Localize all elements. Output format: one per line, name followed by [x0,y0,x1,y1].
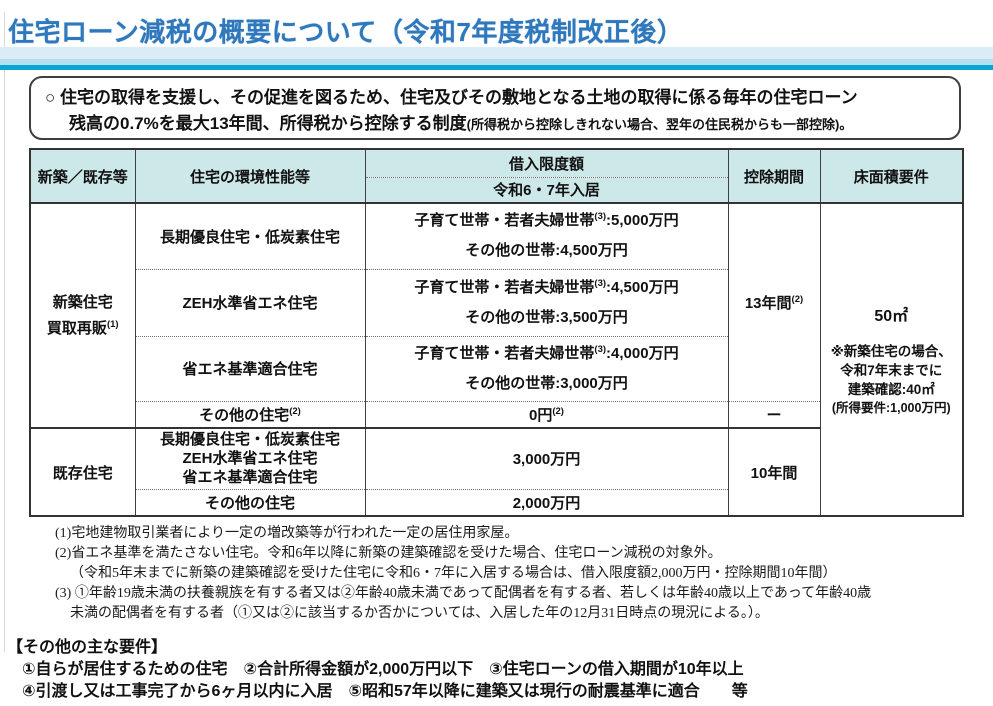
cell-type-other-new: その他の住宅(2) [134,400,366,428]
cell-type-other-existing: その他の住宅 [134,488,366,516]
title-underline-light [0,47,993,59]
header-new-existing: 新築／既存等 [29,149,136,203]
existing-type-2: ZEH水準省エネ住宅 [182,450,318,468]
loan-deduction-table: 新築／既存等 住宅の環境性能等 借入限度額 控除期間 床面積要件 令和6・7年入… [29,148,964,517]
cell-loan-zeh: 子育て世帯・若者夫婦世帯(3):4,500万円 その他の世帯:3,500万円 [364,268,729,336]
cell-loan-energy-std: 子育て世帯・若者夫婦世帯(3):4,000万円 その他の世帯:3,000万円 [364,335,729,401]
other-requirements-line2: ④引渡し又は工事完了から6ヶ月以内に入居 ⑤昭和57年以降に建築又は現行の耐震基… [22,683,748,700]
footnotes: (1)宅地建物取引業者により一定の増改築等が行われた一定の居住用家屋。 (2)省… [55,524,871,624]
footnote-3: (3) ①年齢19歳未満の扶養親族を有する者又は②年齢40歳未満であって配偶者を… [55,586,872,601]
existing-type-3: 省エネ基準適合住宅 [182,469,318,487]
floor-area-note-3: 建築確認:40㎡ [847,382,935,397]
cell-group-new-label: 新築住宅 買取再販(1) [29,202,136,428]
cell-loan-other-existing: 2,000万円 [364,488,729,516]
title-underline-mid [0,59,993,65]
summary-line-2-note: (所得税から控除しきれない場合、翌年の住民税からも一部控除)。 [466,117,853,132]
loan-long-term-line2: その他の世帯:4,500万円 [465,242,628,260]
cell-loan-long-term: 子育て世帯・若者夫婦世帯(3):5,000万円 その他の世帯:4,500万円 [364,202,729,269]
cell-type-energy-std: 省エネ基準適合住宅 [134,335,366,401]
cell-floor-area: 50㎡ ※新築住宅の場合、 令和7年末までに 建築確認:40㎡ (所得要件:1,… [819,202,964,516]
cell-type-zeh: ZEH水準省エネ住宅 [134,268,366,336]
floor-area-note-2: 令和7年末までに [840,363,943,378]
header-deduction-period: 控除期間 [727,149,821,203]
cell-group-existing-label: 既存住宅 [29,427,136,516]
title-underline-bar [0,65,993,70]
summary-line-2-main: 残高の0.7%を最大13年間、所得税から控除する制度 [69,114,467,133]
cell-loan-existing: 3,000万円 [364,427,729,489]
group-new-line1: 新築住宅 [52,293,113,311]
floor-area-note-1: ※新築住宅の場合、 [830,344,952,359]
footnote-3b: 未満の配偶者を有する者（①又は②に該当するか否かについては、入居した年の12月3… [70,606,769,621]
loan-zeh-line2: その他の世帯:3,500万円 [465,308,628,326]
other-requirements-heading: 【その他の主な要件】 [7,639,168,656]
loan-long-term-line1: 子育て世帯・若者夫婦世帯(3):5,000万円 [414,211,679,230]
cell-loan-other-new: 0円(2) [364,400,729,428]
cell-period-dash: ー [727,400,821,428]
header-floor-area: 床面積要件 [819,149,964,203]
cell-type-long-term: 長期優良住宅・低炭素住宅 [134,202,366,269]
summary-box: ○ 住宅の取得を支援し、その促進を図るため、住宅及びその敷地となる土地の取得に係… [29,76,961,140]
footnote-2b: （令和5年末までに新築の建築確認を受けた住宅に令和6・7年に入居する場合は、借入… [70,566,837,581]
other-requirements: 【その他の主な要件】 ①自らが居住するための住宅 ②合計所得金額が2,000万円… [7,637,748,703]
cell-types-existing: 長期優良住宅・低炭素住宅 ZEH水準省エネ住宅 省エネ基準適合住宅 [134,427,366,489]
footnote-1: (1)宅地建物取引業者により一定の増改築等が行われた一定の居住用家屋。 [55,526,519,541]
header-loan-limit-sub: 令和6・7年入居 [364,176,729,203]
group-new-line2: 買取再販(1) [46,318,119,337]
cell-period-13y: 13年間(2) [727,202,821,401]
page-title: 住宅ローン減税の概要について（令和7年度税制改正後） [8,17,684,47]
footnote-2: (2)省エネ基準を満たさない住宅。令和6年以降に新築の建築確認を受けた場合、住宅… [55,546,722,561]
header-performance: 住宅の環境性能等 [134,149,366,203]
page-edge-line [4,12,5,652]
loan-energy-std-line2: その他の世帯:3,000万円 [465,374,628,392]
other-requirements-line1: ①自らが居住するための住宅 ②合計所得金額が2,000万円以下 ③住宅ローンの借… [22,661,744,678]
floor-area-note-4: (所得要件:1,000万円) [831,401,951,415]
floor-area-main: 50㎡ [874,308,909,325]
cell-period-10y: 10年間 [727,427,821,516]
existing-type-1: 長期優良住宅・低炭素住宅 [159,431,340,449]
summary-line-2: 残高の0.7%を最大13年間、所得税から控除する制度(所得税から控除しきれない場… [45,111,949,138]
summary-line-1: ○ 住宅の取得を支援し、その促進を図るため、住宅及びその敷地となる土地の取得に係… [45,88,858,107]
loan-energy-std-line1: 子育て世帯・若者夫婦世帯(3):4,000万円 [414,343,679,362]
header-loan-limit: 借入限度額 [364,149,729,177]
loan-zeh-line1: 子育て世帯・若者夫婦世帯(3):4,500万円 [414,277,679,296]
